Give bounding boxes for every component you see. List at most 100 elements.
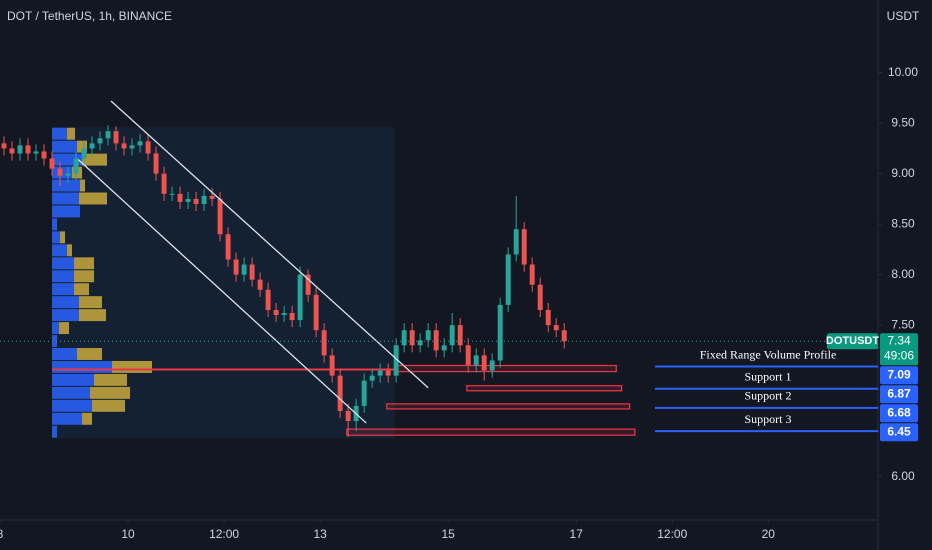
candle-body <box>17 145 23 154</box>
profile-up-bar <box>52 127 68 140</box>
y-tick-label: 9.50 <box>891 115 915 129</box>
candle-body <box>89 143 95 149</box>
candle-body <box>121 143 127 149</box>
candle-body <box>225 234 231 260</box>
level-price-label: 6.45 <box>887 424 911 438</box>
candle-body <box>337 375 343 411</box>
support-zone <box>394 364 617 373</box>
level-price-box <box>880 404 918 423</box>
candle-body <box>537 284 543 310</box>
profile-up-bar <box>52 335 58 348</box>
profile-down-bar <box>74 270 95 283</box>
candle-body <box>25 145 31 154</box>
profile-up-bar <box>52 231 61 244</box>
profile-down-bar <box>92 399 126 412</box>
candle-body <box>465 345 471 366</box>
candle-body <box>97 138 103 144</box>
profile-down-bar <box>94 373 128 386</box>
profile-up-bar <box>52 412 83 425</box>
profile-up-bar <box>52 296 80 309</box>
profile-up-bar <box>52 348 78 360</box>
candle-body <box>169 193 175 195</box>
level-label: Support 1 <box>744 369 791 383</box>
candle-body <box>321 330 327 356</box>
profile-up-bar <box>52 244 68 257</box>
candle-body <box>233 259 239 275</box>
candle-body <box>393 345 399 376</box>
level-price-label: 6.68 <box>887 405 911 419</box>
x-tick-label: 15 <box>441 527 455 541</box>
profile-up-bar <box>52 309 80 322</box>
x-tick-label: 12:00 <box>209 527 239 541</box>
profile-down-bar <box>79 296 103 309</box>
candle-body <box>345 410 351 422</box>
candle-body <box>553 325 559 331</box>
candle-body <box>105 131 111 139</box>
candle-body <box>377 370 383 376</box>
profile-up-bar <box>52 218 58 231</box>
profile-down-bar <box>74 283 90 296</box>
level-price-label: 7.09 <box>887 367 911 381</box>
level-price-box <box>880 385 918 404</box>
level-label: Support 3 <box>744 412 791 426</box>
profile-up-bar <box>52 322 60 335</box>
candle-body <box>417 340 423 346</box>
candle-body <box>385 370 391 376</box>
candle-body <box>281 313 287 316</box>
candle-body <box>9 148 15 154</box>
profile-down-bar <box>79 192 108 205</box>
candle-body <box>137 141 143 146</box>
candle-body <box>305 274 311 295</box>
y-tick-label: 7.50 <box>891 317 915 331</box>
support-zone <box>466 385 623 392</box>
profile-up-bar <box>52 205 81 218</box>
profile-down-bar <box>59 322 70 335</box>
candle-body <box>129 145 135 149</box>
candle-body <box>273 309 279 316</box>
candle-body <box>297 274 303 321</box>
candle-body <box>73 158 79 174</box>
x-tick-label: 20 <box>762 527 776 541</box>
profile-down-bar <box>74 257 95 270</box>
candle-body <box>329 355 335 376</box>
support-zone <box>346 428 636 436</box>
profile-up-bar <box>52 257 75 270</box>
candle-body <box>545 309 551 326</box>
candle-body <box>481 355 487 371</box>
profile-down-bar <box>79 309 107 322</box>
candle-body <box>361 380 367 406</box>
candle-body <box>401 330 407 346</box>
profile-down-bar <box>82 412 93 425</box>
candle-body <box>177 193 183 202</box>
trend-channel-line <box>110 100 429 389</box>
currency-label: USDT <box>887 9 920 23</box>
candle-body <box>113 131 119 144</box>
candle-body <box>249 264 255 280</box>
candle-body <box>425 330 431 341</box>
x-tick-label: 8 <box>0 527 4 541</box>
x-tick-label: 13 <box>313 527 327 541</box>
candle-body <box>409 330 415 346</box>
candle-body <box>513 229 519 255</box>
candle-body <box>1 143 7 149</box>
profile-up-bar <box>52 179 81 192</box>
candle-body <box>145 141 151 154</box>
profile-up-bar <box>52 399 93 412</box>
candle-body <box>561 330 567 342</box>
symbol-label-box <box>827 333 878 350</box>
candle-body <box>505 254 511 305</box>
profile-up-bar <box>52 425 58 438</box>
x-tick-label: 17 <box>570 527 584 541</box>
y-tick-label: 8.50 <box>891 216 915 230</box>
candle-body <box>57 168 63 176</box>
candle-body <box>433 330 439 351</box>
profile-up-bar <box>52 270 75 283</box>
profile-down-bar <box>77 140 88 153</box>
candle-body <box>257 279 263 290</box>
candle-body <box>457 325 463 346</box>
candle-body <box>201 195 207 204</box>
profile-up-bar <box>52 373 95 386</box>
profile-up-bar <box>52 153 83 166</box>
